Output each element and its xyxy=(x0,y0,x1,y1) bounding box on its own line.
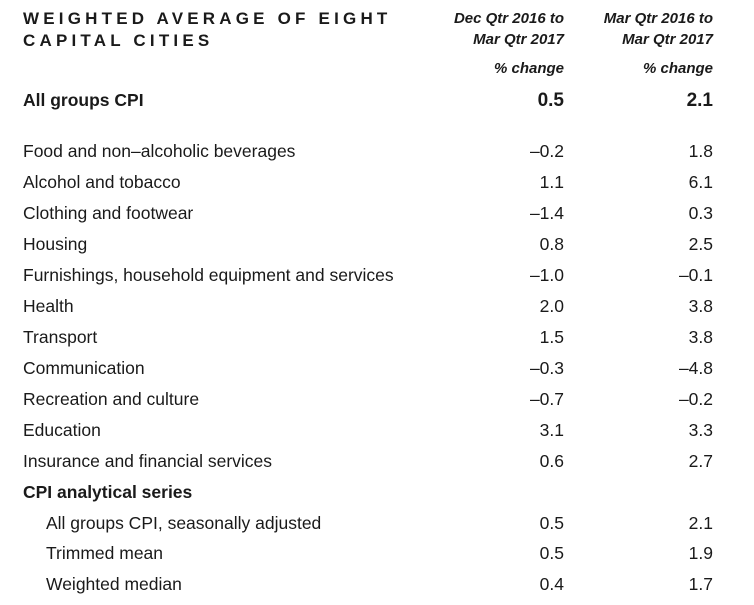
quarterly-change: –0.7 xyxy=(529,389,564,409)
section-heading: CPI analytical series xyxy=(23,482,193,502)
annual-change: 2.5 xyxy=(688,234,713,254)
annual-change: 3.8 xyxy=(688,327,713,347)
annual-change: 1.9 xyxy=(688,543,713,563)
row-label: Insurance and financial services xyxy=(23,451,273,471)
row-label: Clothing and footwear xyxy=(23,203,194,223)
annual-change: 2.1 xyxy=(686,90,713,111)
column-header-quarterly-line-1: Dec Qtr 2016 to xyxy=(453,10,564,27)
table-row: Clothing and footwear –1.4 0.3 xyxy=(0,203,754,234)
table-row: Recreation and culture –0.7 –0.2 xyxy=(0,389,754,420)
table-row: Education 3.1 3.3 xyxy=(0,420,754,451)
annual-change: 1.7 xyxy=(688,574,713,594)
row-label: Food and non–alcoholic beverages xyxy=(23,141,296,161)
table-row: Communication –0.3 –4.8 xyxy=(0,358,754,389)
row-label: All groups CPI, seasonally adjusted xyxy=(46,513,322,533)
table-title: WEIGHTED AVERAGE OF EIGHT CAPITAL CITIES xyxy=(23,8,423,52)
row-label: Weighted median xyxy=(46,574,182,594)
table-title-line-2: CAPITAL CITIES xyxy=(23,31,214,50)
table-row: Food and non–alcoholic beverages –0.2 1.… xyxy=(0,141,754,172)
annual-change: 3.8 xyxy=(688,296,713,316)
column-header-annual-unit: % change xyxy=(642,60,713,77)
headline-row: All groups CPI 0.5 2.1 xyxy=(0,90,754,121)
table-row: Transport 1.5 3.8 xyxy=(0,327,754,358)
annual-change: 1.8 xyxy=(688,141,713,161)
quarterly-change: –1.4 xyxy=(529,203,564,223)
row-label: Communication xyxy=(23,358,145,378)
quarterly-change: 0.6 xyxy=(539,451,564,471)
annual-change: –0.1 xyxy=(678,265,713,285)
column-header-quarterly-unit: % change xyxy=(493,60,564,77)
row-label: Health xyxy=(23,296,74,316)
table-row: Housing 0.8 2.5 xyxy=(0,234,754,265)
quarterly-change: 1.5 xyxy=(539,327,564,347)
column-header-quarterly-line-2: Mar Qtr 2017 xyxy=(473,31,564,48)
row-label: Housing xyxy=(23,234,88,254)
table-row: All groups CPI, seasonally adjusted 0.5 … xyxy=(0,513,754,544)
quarterly-change: 0.5 xyxy=(539,513,564,533)
annual-change: 3.3 xyxy=(688,420,713,440)
quarterly-change: –1.0 xyxy=(529,265,564,285)
table-row: Alcohol and tobacco 1.1 6.1 xyxy=(0,172,754,203)
row-label: All groups CPI xyxy=(23,90,144,110)
column-header-quarterly: Dec Qtr 2016 to Mar Qtr 2017 % change xyxy=(454,8,564,79)
row-label: Furnishings, household equipment and ser… xyxy=(23,265,394,285)
quarterly-change: –0.2 xyxy=(529,141,564,161)
table-row: Furnishings, household equipment and ser… xyxy=(0,265,754,296)
quarterly-change: –0.3 xyxy=(529,358,564,378)
quarterly-change: 0.8 xyxy=(539,234,564,254)
annual-change: 2.1 xyxy=(688,513,713,533)
row-label: Education xyxy=(23,420,101,440)
quarterly-change: 1.1 xyxy=(539,172,564,192)
column-header-annual: Mar Qtr 2016 to Mar Qtr 2017 % change xyxy=(604,8,713,79)
row-label: Recreation and culture xyxy=(23,389,200,409)
row-label: Transport xyxy=(23,327,98,347)
annual-change: 0.3 xyxy=(688,203,713,223)
analytical-series-heading: CPI analytical series xyxy=(0,482,754,513)
quarterly-change: 0.5 xyxy=(539,543,564,563)
table-row: Trimmed mean 0.5 1.9 xyxy=(0,543,754,574)
table-title-line-1: WEIGHTED AVERAGE OF EIGHT xyxy=(23,9,392,28)
quarterly-change: 0.4 xyxy=(539,574,564,594)
row-label: Trimmed mean xyxy=(46,543,164,563)
quarterly-change: 3.1 xyxy=(539,420,564,440)
quarterly-change: 0.5 xyxy=(537,90,564,111)
annual-change: 2.7 xyxy=(688,451,713,471)
annual-change: 6.1 xyxy=(688,172,713,192)
table-row: Weighted median 0.4 1.7 xyxy=(0,574,754,605)
table-row: Insurance and financial services 0.6 2.7 xyxy=(0,451,754,482)
column-header-annual-line-1: Mar Qtr 2016 to xyxy=(603,10,713,27)
column-header-annual-line-2: Mar Qtr 2017 xyxy=(622,31,713,48)
annual-change: –4.8 xyxy=(678,358,713,378)
annual-change: –0.2 xyxy=(678,389,713,409)
row-label: Alcohol and tobacco xyxy=(23,172,181,192)
table-row: Health 2.0 3.8 xyxy=(0,296,754,327)
quarterly-change: 2.0 xyxy=(539,296,564,316)
